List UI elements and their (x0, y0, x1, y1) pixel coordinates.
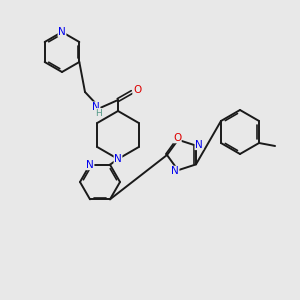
Text: O: O (133, 85, 141, 95)
Text: N: N (86, 160, 94, 170)
Text: H: H (94, 109, 101, 118)
Text: N: N (58, 27, 66, 37)
Text: N: N (195, 140, 203, 150)
Text: N: N (92, 102, 100, 112)
Text: O: O (173, 133, 181, 143)
Text: N: N (171, 166, 179, 176)
Text: N: N (114, 154, 122, 164)
